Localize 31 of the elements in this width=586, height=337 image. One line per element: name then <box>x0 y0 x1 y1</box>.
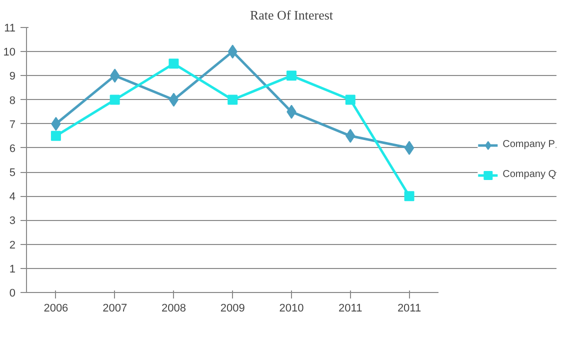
y-tick-label: 1 <box>9 263 16 276</box>
legend-label: Company Q <box>502 169 556 180</box>
point <box>228 94 238 105</box>
y-tick-label: 9 <box>9 70 16 83</box>
y-tick-label: 2 <box>9 239 16 252</box>
x-tick-label: 2008 <box>161 302 186 314</box>
x-tick-label: 2010 <box>279 302 304 314</box>
point <box>50 130 61 141</box>
y-tick-label: 10 <box>3 46 16 59</box>
y-tick-label: 6 <box>9 142 16 155</box>
point <box>404 191 414 202</box>
y-tick-label: 0 <box>9 288 16 300</box>
x-tick-label: 2009 <box>220 302 245 314</box>
y-tick-label: 8 <box>9 94 16 107</box>
x-tick-label: 2011 <box>397 302 422 314</box>
point <box>404 140 414 155</box>
point <box>345 94 356 105</box>
y-tick-label: 11 <box>4 22 16 34</box>
point <box>286 70 296 81</box>
x-tick-label: 2007 <box>102 302 128 314</box>
point <box>168 58 179 69</box>
y-tick-label: 3 <box>9 215 16 228</box>
x-tick-label: 2011 <box>338 302 362 314</box>
x-tick-label: 2006 <box>44 302 68 314</box>
y-tick-label: 7 <box>9 118 16 131</box>
point <box>168 92 179 107</box>
chart-title: Rate Of Interest <box>250 8 334 22</box>
y-tick-label: 4 <box>9 191 16 204</box>
legend-label: Company P <box>502 139 555 150</box>
point <box>110 94 120 105</box>
y-tick-label: 5 <box>9 167 16 180</box>
